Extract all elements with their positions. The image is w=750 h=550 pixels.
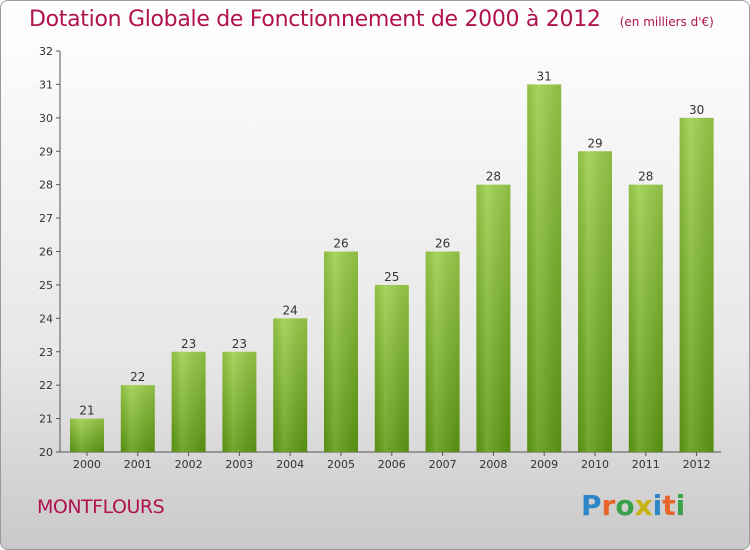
y-tick-label: 24	[39, 312, 53, 325]
title-row: Dotation Globale de Fonctionnement de 20…	[29, 7, 714, 32]
x-tick-label: 2009	[530, 458, 558, 471]
y-tick-label: 20	[39, 446, 53, 459]
bar-shade	[171, 351, 206, 452]
data-label: 28	[638, 170, 653, 184]
data-label: 28	[486, 170, 501, 184]
bar-shade	[273, 318, 308, 452]
data-label: 30	[689, 103, 704, 117]
x-tick-label: 2010	[581, 458, 609, 471]
bar-shade	[476, 184, 511, 452]
data-label: 24	[283, 303, 298, 317]
bar-shade	[578, 151, 612, 452]
data-label: 26	[435, 237, 450, 251]
bar-shade	[70, 418, 104, 452]
y-tick-label: 26	[39, 246, 53, 259]
data-label: 26	[333, 237, 348, 251]
y-tick-label: 25	[39, 279, 53, 292]
y-tick-label: 23	[39, 346, 53, 359]
x-tick-label: 2007	[429, 458, 457, 471]
y-tick-label: 27	[39, 212, 53, 225]
bar-shade	[374, 284, 409, 452]
chart-unit: (en milliers d'€)	[619, 15, 714, 29]
y-tick-label: 29	[39, 145, 53, 158]
bar-shade	[679, 117, 714, 452]
data-label: 31	[537, 69, 552, 83]
logo-letter: i	[652, 489, 663, 522]
logo-letter: i	[675, 489, 686, 522]
proxiti-logo[interactable]: Proxiti	[581, 489, 685, 522]
data-label: 22	[130, 370, 145, 384]
y-tick-label: 28	[39, 179, 53, 192]
data-label: 29	[587, 136, 602, 150]
data-label: 23	[232, 337, 247, 351]
bar-shade	[425, 251, 460, 452]
chart-title: Dotation Globale de Fonctionnement de 20…	[29, 7, 601, 32]
logo-letter: P	[581, 489, 602, 522]
logo-letter: o	[615, 489, 635, 522]
x-tick-label: 2011	[632, 458, 660, 471]
logo-letter: t	[662, 489, 676, 522]
y-tick-label: 31	[39, 78, 53, 91]
y-tick-label: 21	[39, 413, 53, 426]
logo-letter: r	[601, 489, 616, 522]
bar-shade	[222, 351, 257, 452]
data-label: 23	[181, 337, 196, 351]
commune-name: MONTFLOURS	[37, 496, 165, 518]
x-tick-label: 2012	[683, 458, 711, 471]
x-tick-label: 2004	[276, 458, 304, 471]
y-tick-label: 30	[39, 112, 53, 125]
x-tick-label: 2000	[73, 458, 101, 471]
bar-shade	[527, 84, 562, 453]
x-tick-label: 2002	[175, 458, 203, 471]
logo-letter: x	[634, 489, 653, 522]
x-tick-label: 2001	[124, 458, 152, 471]
x-tick-label: 2008	[479, 458, 507, 471]
x-tick-label: 2003	[225, 458, 253, 471]
x-tick-label: 2006	[378, 458, 406, 471]
y-tick-label: 32	[39, 45, 53, 58]
bar-shade	[120, 385, 155, 452]
bar-shade	[324, 251, 358, 452]
bar-shade	[628, 184, 663, 452]
data-label: 25	[384, 270, 399, 284]
data-label: 21	[79, 404, 94, 418]
y-tick-label: 22	[39, 379, 53, 392]
x-tick-label: 2005	[327, 458, 355, 471]
